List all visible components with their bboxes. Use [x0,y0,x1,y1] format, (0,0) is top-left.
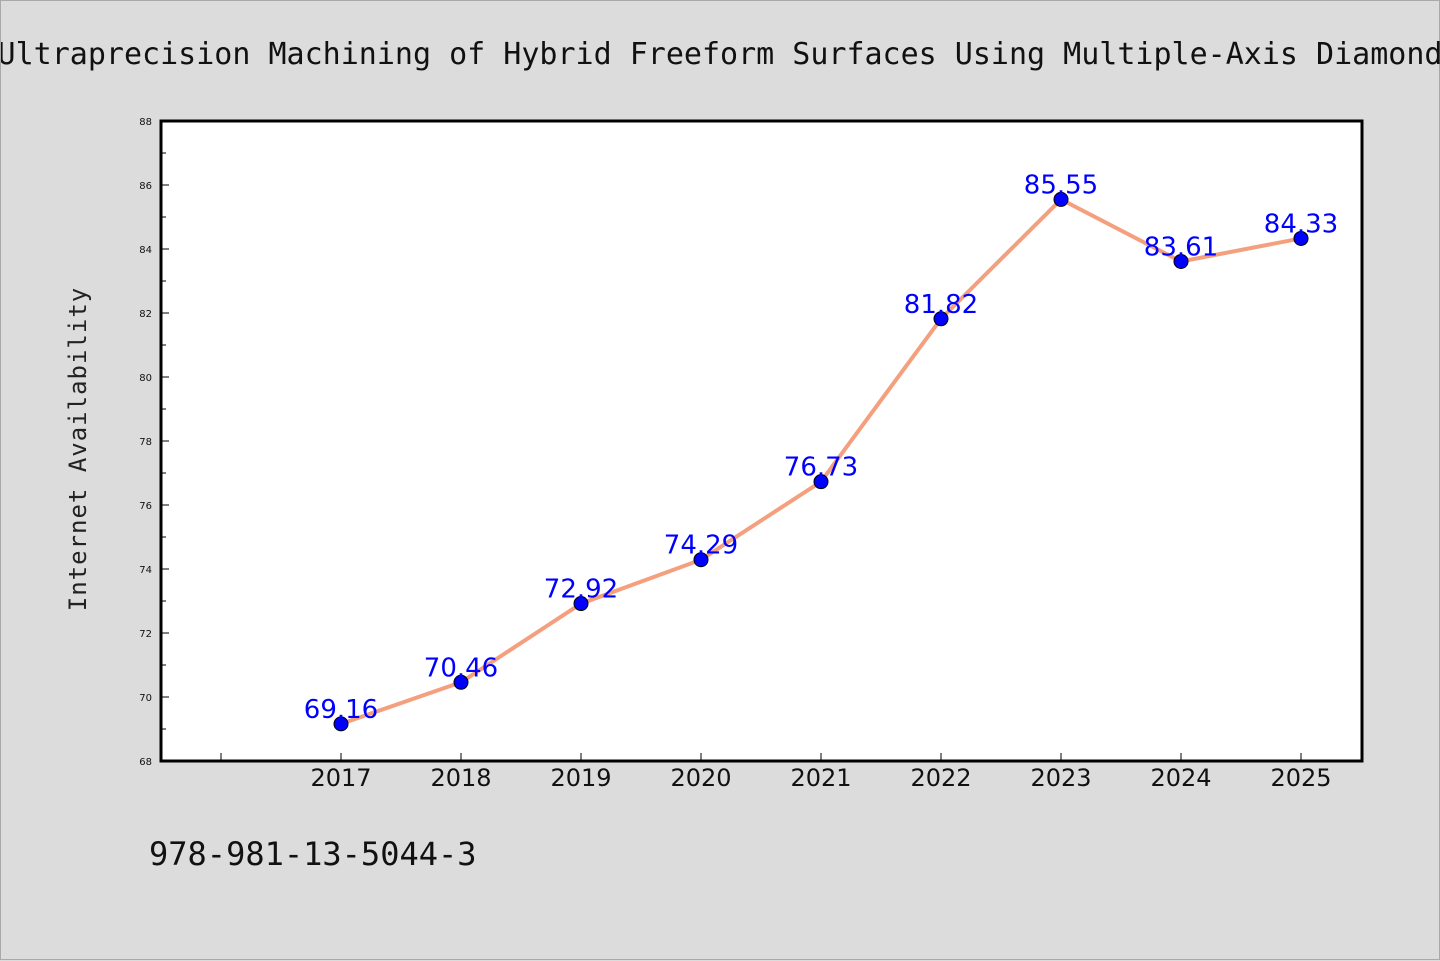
data-point [333,716,349,732]
data-label: 81.82 [904,290,978,320]
y-tick-label: 68 [139,757,152,768]
x-tick-label: 2019 [550,764,611,792]
x-axis-ticks: 2017 2018 2019 2020 2021 2022 2023 2024 2025 [220,753,1332,792]
data-point [573,596,589,612]
y-tick-label: 74 [139,565,152,576]
data-label: 69.16 [304,695,378,725]
data-point [693,552,709,568]
y-tick-label: 88 [139,117,152,128]
x-tick-label: 2021 [790,764,851,792]
y-tick-label: 70 [139,693,152,704]
data-label: 84.33 [1264,209,1338,239]
data-label: 70.46 [424,653,498,683]
data-point [933,311,949,327]
x-tick-label: 2024 [1150,764,1211,792]
chart-title: Ultraprecision Machining of Hybrid Freef… [1,37,1440,72]
data-label: 74.29 [664,531,738,561]
data-label: 76.73 [784,453,858,483]
x-tick-label: 2017 [310,764,371,792]
data-label: 83.61 [1144,232,1218,262]
y-tick-label: 72 [139,629,152,640]
data-point [1293,230,1309,246]
plot-area [159,119,1364,763]
y-tick-label: 80 [139,373,152,384]
x-tick-label: 2018 [430,764,491,792]
y-axis-ticks: 68 70 72 74 76 78 80 82 84 86 88 [139,117,169,768]
y-tick-label: 86 [139,181,152,192]
x-tick-label: 2025 [1270,764,1331,792]
y-axis-label: Internet Availability [64,287,92,611]
data-point [813,474,829,490]
y-tick-label: 82 [139,309,152,320]
x-tick-label: 2023 [1030,764,1091,792]
series-layer: 69.16 70.46 72.92 74.29 76.73 81.82 85.55 83.61… [304,170,1338,732]
data-label: 72.92 [544,575,618,605]
y-tick-label: 84 [139,245,152,256]
x-tick-label: 2020 [670,764,731,792]
data-label: 85.55 [1024,170,1098,200]
data-point [453,674,469,690]
y-tick-label: 76 [139,501,152,512]
y-tick-label: 78 [139,437,152,448]
footnote-isbn: 978-981-13-5044-3 [149,835,477,873]
data-point [1053,191,1069,207]
x-tick-label: 2022 [910,764,971,792]
data-point [1173,253,1189,269]
